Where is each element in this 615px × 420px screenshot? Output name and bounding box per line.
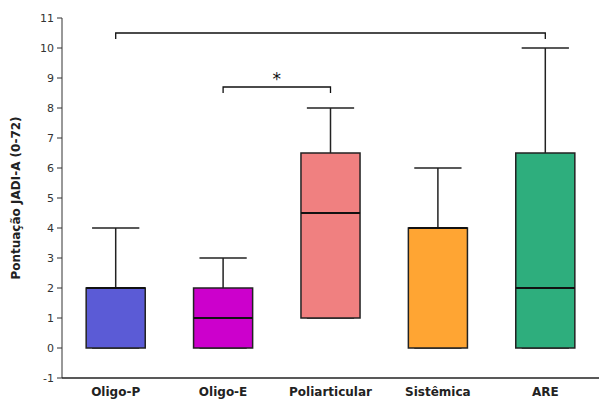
- y-tick-label: 7: [47, 132, 54, 145]
- box-group: [408, 168, 467, 348]
- y-tick: [57, 258, 62, 259]
- cap-upper: [522, 47, 569, 49]
- cap-upper: [199, 257, 246, 259]
- chart-svg: -1 0 1 2 3 4 5 6 7 8 9 10 11 Pontuação JADI-A (0-72) O…: [0, 0, 615, 420]
- y-tick: [57, 78, 62, 79]
- x-axis-line: [62, 377, 599, 379]
- annotations: *: [116, 33, 546, 93]
- whisker-upper: [222, 258, 224, 288]
- whisker-upper: [115, 228, 117, 288]
- significance-bracket: [116, 33, 546, 39]
- y-tick-label: -1: [43, 372, 54, 385]
- chart-container: -1 0 1 2 3 4 5 6 7 8 9 10 11 Pontuação JADI-A (0-72) O…: [0, 0, 615, 420]
- y-tick: [57, 318, 62, 319]
- box: [408, 228, 467, 348]
- box-group: [301, 108, 360, 318]
- cap-upper: [307, 107, 354, 109]
- y-axis: -1 0 1 2 3 4 5 6 7 8 9 10 11: [40, 12, 62, 385]
- significance-label: *: [273, 69, 282, 89]
- whisker-upper: [437, 168, 439, 228]
- x-tick-label: ARE: [532, 385, 559, 399]
- box-group: [516, 48, 575, 348]
- y-tick-label: 0: [47, 342, 54, 355]
- y-tick-label: 2: [47, 282, 54, 295]
- x-axis: Oligo-P Oligo-E Poliarticular Sistêmica ARE: [62, 378, 599, 399]
- x-tick-label: Oligo-E: [199, 385, 247, 399]
- y-tick: [57, 228, 62, 229]
- median: [301, 212, 360, 214]
- y-tick-label: 1: [47, 312, 54, 325]
- median: [86, 287, 145, 289]
- y-tick: [57, 48, 62, 49]
- y-tick-label: 11: [40, 12, 54, 25]
- box: [86, 288, 145, 348]
- whisker-upper: [545, 48, 547, 153]
- y-axis-line: [62, 18, 63, 378]
- box-group: [194, 258, 253, 348]
- box: [516, 153, 575, 348]
- box: [301, 153, 360, 318]
- y-tick: [57, 108, 62, 109]
- y-tick: [57, 138, 62, 139]
- y-tick: [57, 288, 62, 289]
- cap-upper: [92, 227, 139, 229]
- y-tick: [57, 378, 62, 379]
- y-tick: [57, 348, 62, 349]
- y-tick: [57, 168, 62, 169]
- cap-upper: [414, 167, 461, 169]
- y-tick-label: 3: [47, 252, 54, 265]
- y-tick-label: 4: [47, 222, 54, 235]
- y-tick: [57, 198, 62, 199]
- median: [516, 287, 575, 289]
- y-tick-label: 10: [40, 42, 54, 55]
- y-axis-label: Pontuação JADI-A (0-72): [9, 116, 23, 279]
- median: [194, 317, 253, 319]
- plot-area: [86, 48, 575, 348]
- y-tick-label: 5: [47, 192, 54, 205]
- x-tick-label: Poliarticular: [289, 385, 372, 399]
- y-tick-label: 8: [47, 102, 54, 115]
- whisker-upper: [330, 108, 332, 153]
- x-tick-label: Oligo-P: [91, 385, 140, 399]
- box: [194, 288, 253, 348]
- y-tick-label: 9: [47, 72, 54, 85]
- x-tick-label: Sistêmica: [405, 385, 471, 399]
- y-tick-label: 6: [47, 162, 54, 175]
- y-tick: [57, 18, 62, 19]
- median: [408, 227, 467, 229]
- box-group: [86, 228, 145, 348]
